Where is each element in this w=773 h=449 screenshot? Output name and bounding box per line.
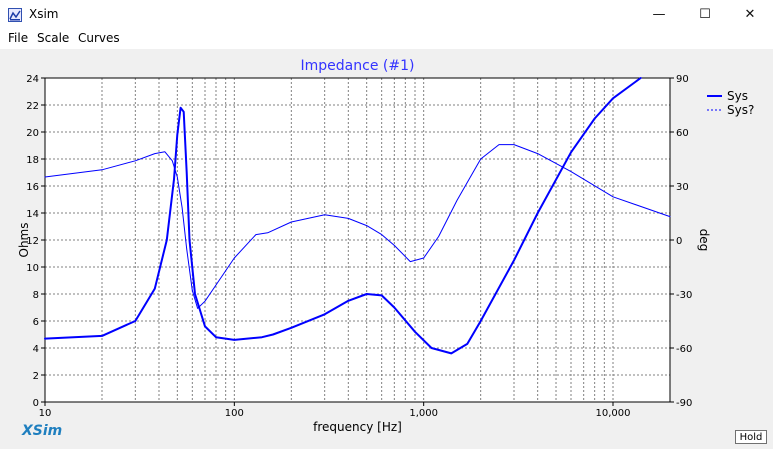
menu-bar: File Scale Curves <box>0 29 773 49</box>
y2-tick-label: -60 <box>676 344 692 355</box>
x-tick-label: 1,000 <box>409 408 438 419</box>
y-tick-label: 16 <box>26 182 39 193</box>
y-tick-label: 6 <box>33 317 39 328</box>
close-icon: ✕ <box>744 7 756 22</box>
y2-tick-label: -90 <box>676 398 692 409</box>
maximize-icon: ☐ <box>699 7 711 22</box>
y-tick-label: 10 <box>26 263 39 274</box>
series-sys-phase-line <box>44 144 671 309</box>
y-tick-label: 8 <box>33 290 39 301</box>
y-tick-label: 20 <box>26 128 39 139</box>
y-tick-label: 0 <box>33 398 39 409</box>
app-icon <box>8 7 22 22</box>
xsim-brand-label: XSim <box>22 423 63 439</box>
x-tick-label: 10,000 <box>596 408 631 419</box>
close-button[interactable]: ✕ <box>727 0 773 29</box>
y-tick-label: 14 <box>26 209 39 220</box>
minimize-icon: — <box>652 7 666 22</box>
maximize-button[interactable]: ☐ <box>682 0 728 29</box>
y2-tick-label: 0 <box>676 236 682 247</box>
y2-tick-label: 60 <box>676 128 689 139</box>
window-title: Xsim <box>29 7 59 21</box>
y-tick-label: 4 <box>33 344 39 355</box>
x-axis-label: frequency [Hz] <box>313 420 402 434</box>
chart-title: Impedance (#1) <box>301 58 415 74</box>
hold-button[interactable]: Hold <box>735 430 767 444</box>
menu-file[interactable]: File <box>8 31 29 45</box>
y2-tick-label: 30 <box>676 182 689 193</box>
legend-label: Sys <box>727 89 748 103</box>
y-tick-label: 18 <box>26 155 39 166</box>
y-tick-label: 2 <box>33 371 39 382</box>
legend-label: Sys? <box>727 103 754 117</box>
y-tick-label: 12 <box>26 236 39 247</box>
y2-tick-label: 90 <box>676 74 689 85</box>
y-tick-label: 22 <box>26 101 39 112</box>
y2-axis-label: deg <box>697 229 711 252</box>
series-sys-line <box>44 77 642 355</box>
minimize-button[interactable]: — <box>636 0 682 29</box>
menu-scale[interactable]: Scale <box>37 31 70 45</box>
x-tick-label: 10 <box>39 408 52 419</box>
title-bar: Xsim — ☐ ✕ <box>0 0 773 29</box>
y2-tick-label: -30 <box>676 290 692 301</box>
y-axis-label: Ohms <box>17 223 31 258</box>
y-tick-label: 24 <box>26 74 39 85</box>
x-tick-label: 100 <box>225 408 244 419</box>
menu-curves[interactable]: Curves <box>78 31 120 45</box>
